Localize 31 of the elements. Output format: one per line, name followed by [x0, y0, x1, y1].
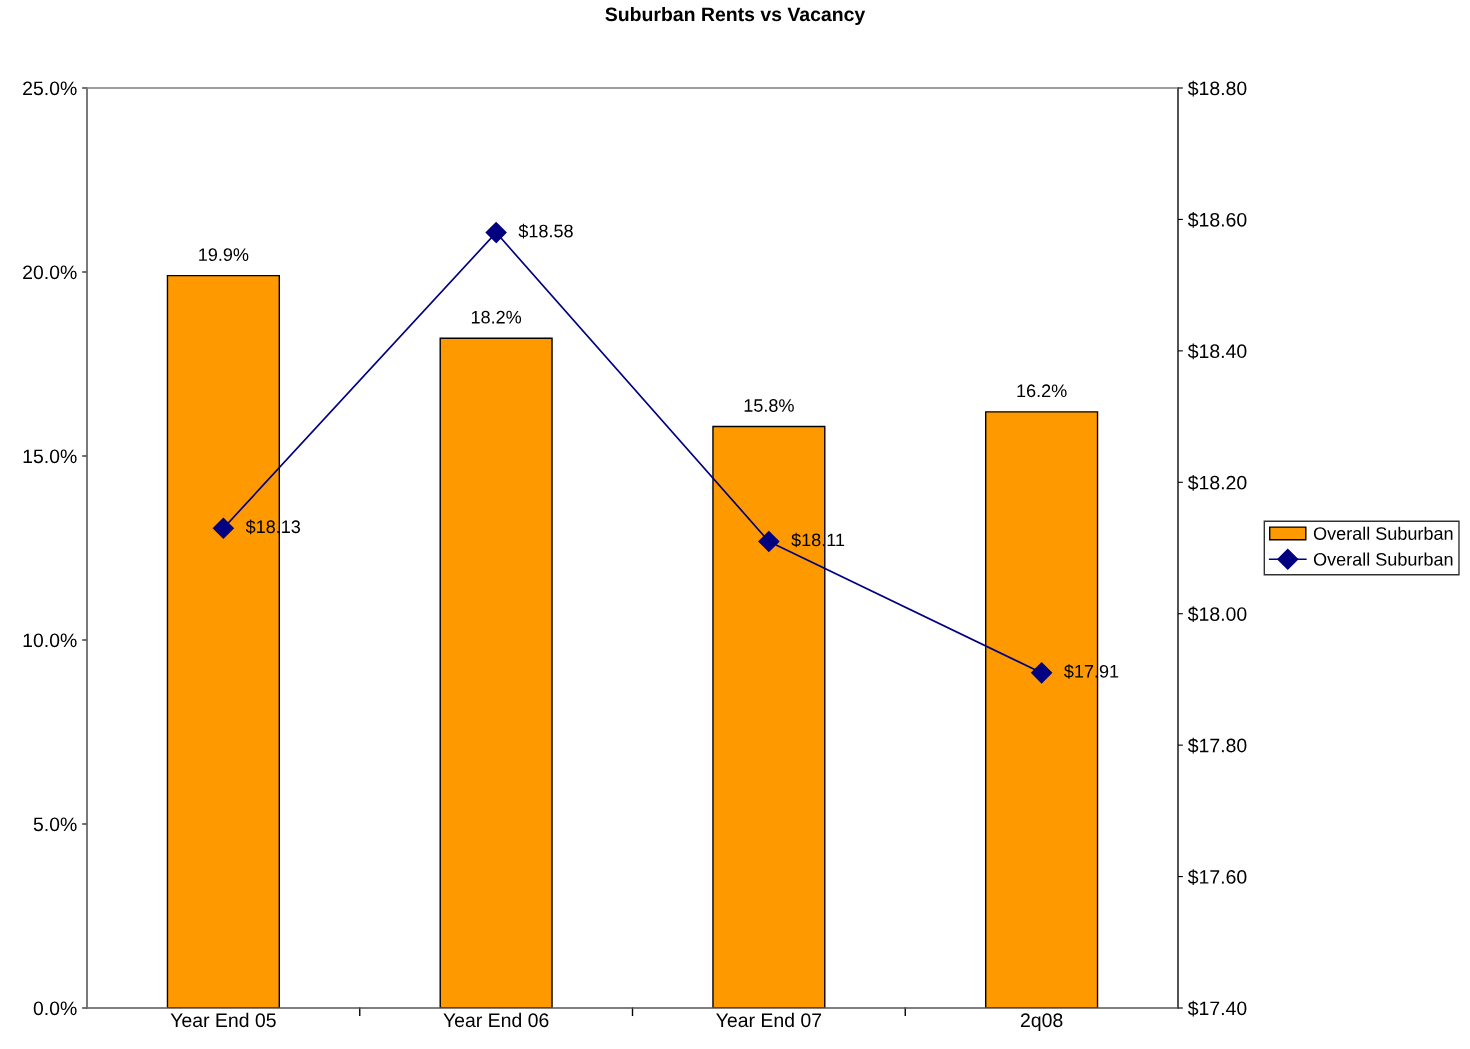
y-tick-label: 15.0% — [23, 449, 77, 464]
chart-title: Suburban Rents vs Vacancy — [605, 6, 866, 26]
y-tick-label: 25.0% — [23, 81, 77, 96]
y-tick-label: 10.0% — [23, 633, 77, 648]
y2-tick-label: $17.60 — [1187, 869, 1247, 885]
x-tick-label: Year End 05 — [170, 1012, 276, 1028]
point — [1031, 662, 1053, 684]
data-label: 15.8% — [744, 399, 794, 412]
y2-tick-label: $18.00 — [1187, 606, 1247, 623]
y-tick-label: 20.0% — [23, 265, 77, 280]
data-label: 16.2% — [1017, 384, 1067, 398]
data-label: $18.58 — [518, 223, 573, 239]
y2-tick-label: $17.80 — [1187, 737, 1247, 754]
y-tick-label: 5.0% — [33, 817, 77, 832]
point — [485, 222, 507, 244]
x-tick-label: 2q08 — [1020, 1013, 1063, 1031]
legend-label: Overall Suburban — [1313, 526, 1453, 540]
data-label: 19.9% — [199, 248, 249, 261]
y2-tick-label: $18.40 — [1187, 343, 1247, 360]
y2-tick-label: $18.20 — [1187, 474, 1247, 491]
data-label: 18.2% — [471, 310, 522, 324]
y2-tick-label: $17.40 — [1187, 1000, 1247, 1017]
y2-tick-label: $18.60 — [1187, 212, 1247, 228]
x-tick-label: Year End 07 — [716, 1012, 822, 1028]
point — [212, 517, 234, 539]
bar — [439, 337, 553, 1008]
y-tick-label: 0.0% — [33, 1001, 77, 1016]
point — [758, 530, 780, 552]
x-tick-label: Year End 06 — [443, 1012, 549, 1028]
y2-tick-label: $18.80 — [1187, 80, 1247, 97]
legend-label: Overall Suburban — [1313, 552, 1453, 566]
